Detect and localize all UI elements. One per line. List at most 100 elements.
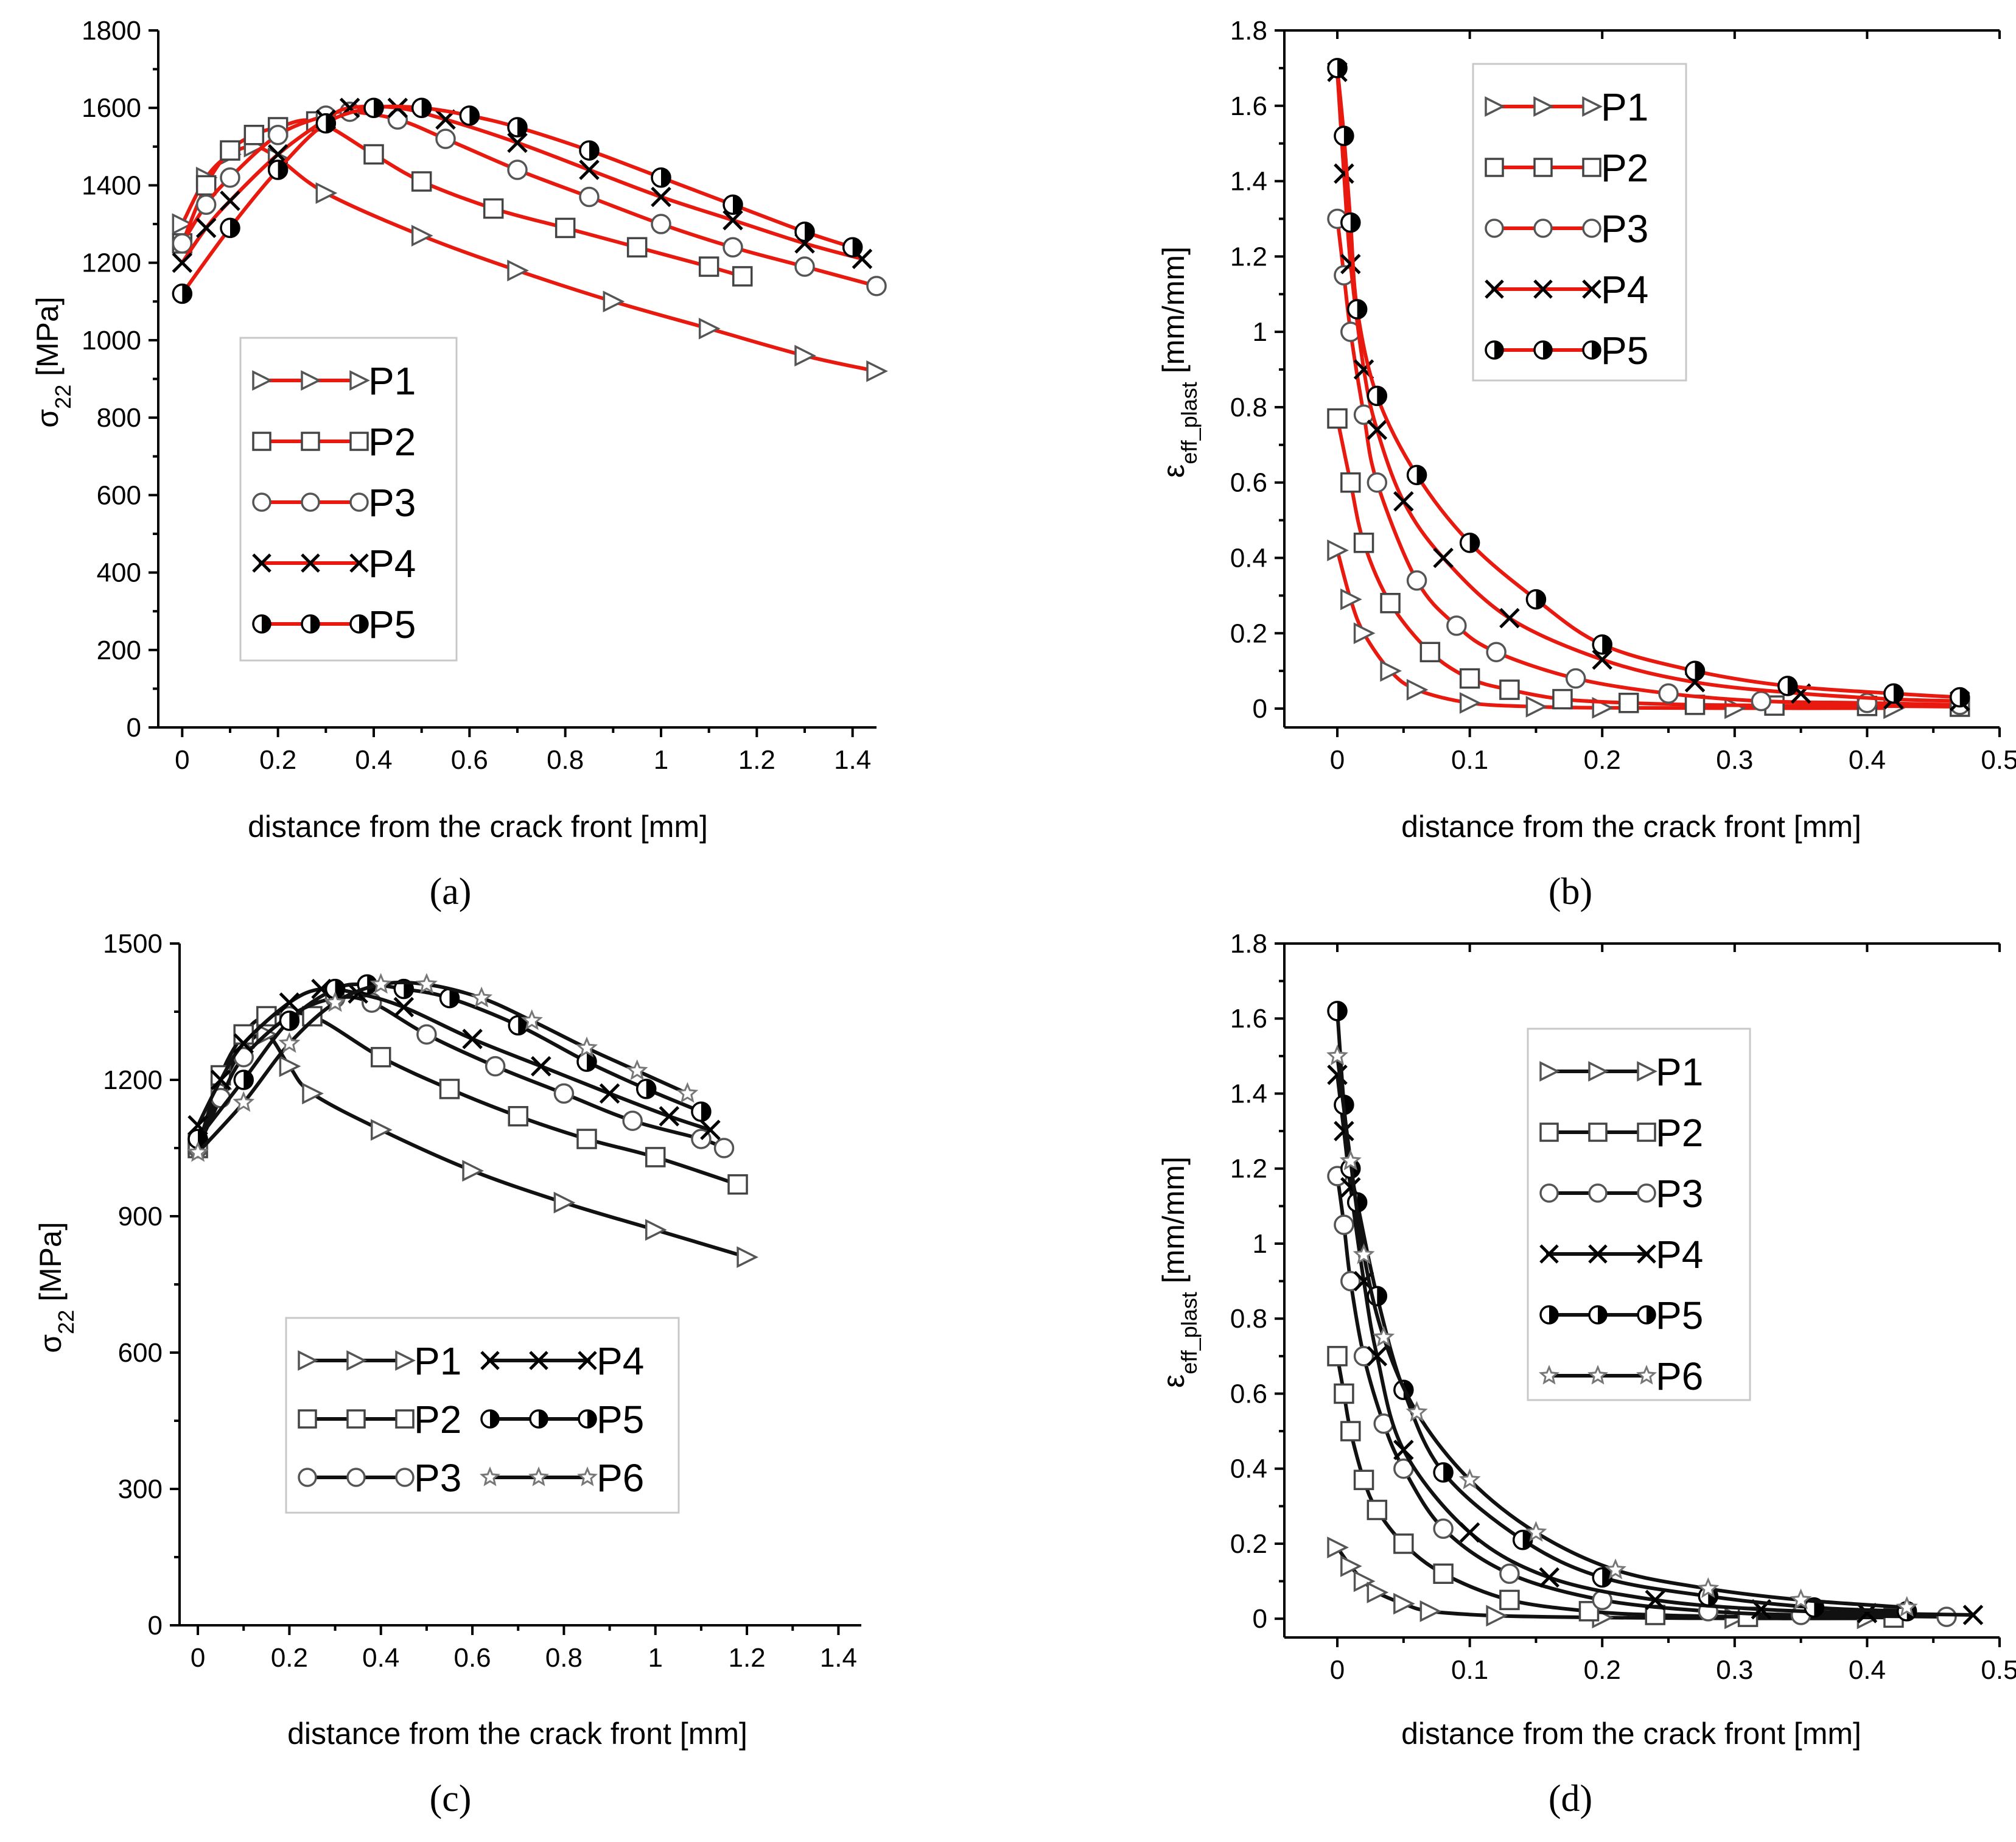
panel-c-series <box>187 973 758 1269</box>
panel-d-point-p2 <box>1393 1533 1414 1554</box>
panel-b-point-p5 <box>1340 212 1361 233</box>
panel-b-legend-label: P3 <box>1601 207 1648 251</box>
panel-c-legend-label: P1 <box>414 1339 461 1383</box>
panel-d-y-tick-label: 0.2 <box>1230 1529 1267 1559</box>
panel-c-point-p5 <box>233 1070 254 1090</box>
panel-b-legend-marker <box>1485 96 1505 117</box>
panel-a-legend-entry-p1: P1 <box>252 359 416 403</box>
panel-d-point-p6 <box>1353 1243 1375 1264</box>
panel-c-point-p1 <box>462 1160 484 1182</box>
panel-a-point-p2 <box>732 266 753 287</box>
panel-a-point-p3 <box>220 167 240 188</box>
panel-a-point-p1 <box>794 345 816 367</box>
panel-d-legend: P1 P2 P3 P4 P5 P6 <box>1527 1028 1751 1401</box>
panel-c-point-p4 <box>393 996 415 1018</box>
panel-a-y-tick-label: 1600 <box>82 93 141 123</box>
panel-d-x-tick-label: 0.1 <box>1451 1655 1488 1685</box>
panel-d-point-p1 <box>1340 1555 1362 1577</box>
panel-b-point-p3 <box>1658 683 1679 704</box>
panel-c-legend-entry-p5: P5 <box>480 1398 644 1441</box>
panel-d-point-p2 <box>1353 1469 1374 1490</box>
panel-c-point-p6 <box>369 973 392 994</box>
panel-b-legend-marker <box>1533 279 1553 299</box>
panel-c-y-tick-label: 900 <box>118 1202 163 1231</box>
panel-c-legend-marker <box>395 1468 415 1487</box>
panel-c-point-p1 <box>553 1191 576 1214</box>
panel-c-point-p6 <box>626 1059 648 1080</box>
panel-a-x-tick-label: 1 <box>654 745 668 775</box>
panel-a-point-p3 <box>387 109 408 130</box>
panel-d-point-p3 <box>1499 1563 1520 1584</box>
panel-a-point-p1 <box>507 259 529 282</box>
panel-a-legend-entry-p4: P4 <box>252 542 416 586</box>
panel-c-point-p3 <box>416 1024 437 1045</box>
panel-a-point-p1 <box>698 317 721 340</box>
panel-a-legend-marker <box>349 614 369 634</box>
panel-d-axes <box>1283 942 2000 1639</box>
panel-d-y-tick-label: 0.4 <box>1230 1454 1267 1484</box>
panel-d-legend-marker <box>1588 1122 1608 1142</box>
panel-a-legend-marker <box>252 370 273 391</box>
panel-c-legend-marker <box>346 1468 366 1487</box>
panel-d-y-tick-label: 0.6 <box>1230 1379 1267 1409</box>
panel-d-point-p2 <box>1340 1421 1361 1441</box>
panel-c-legend-entry-p6: P6 <box>479 1456 644 1500</box>
panel-d-point-p3 <box>1353 1346 1374 1367</box>
panel-a-legend-marker <box>252 432 271 451</box>
panel-d-legend-marker <box>1539 1305 1559 1325</box>
panel-c-axes <box>178 944 861 1627</box>
panel-b-point-p1 <box>1525 696 1548 718</box>
panel-d-y-axis-title: εeff_plast [mm/mm] <box>1157 1157 1202 1388</box>
panel-d-legend-marker <box>1538 1365 1560 1385</box>
panel-d-legend-marker <box>1588 1244 1608 1264</box>
panel-a-series <box>172 97 888 382</box>
panel-d-legend-marker <box>1637 1061 1657 1082</box>
panel-d-point-p4 <box>1393 1440 1414 1460</box>
panel-c-point-p4 <box>599 1083 620 1104</box>
panel-a-y-tick-label: 1000 <box>82 326 141 355</box>
panel-b-legend-marker <box>1533 158 1553 177</box>
panel-b-point-p2 <box>1353 532 1374 553</box>
panel-d-point-p3 <box>1334 1214 1354 1235</box>
panel-c-legend-entry-p2: P2 <box>298 1398 461 1441</box>
panel-c-point-p5 <box>439 987 460 1009</box>
panel-d-legend-marker <box>1637 1122 1656 1142</box>
panel-d-point-p4 <box>1645 1589 1666 1611</box>
panel-b-x-tick-label: 0.4 <box>1849 745 1886 775</box>
panel-b-legend-entry-p4: P4 <box>1485 268 1648 312</box>
panel-b-point-p2 <box>1499 679 1520 700</box>
panel-d-x-tick-label: 0.3 <box>1716 1655 1753 1685</box>
panel-b-point-p5 <box>1327 58 1348 79</box>
panel-a-x-tick-label: 0.8 <box>547 745 584 775</box>
panel-b-y-tick-label: 0.2 <box>1230 618 1267 648</box>
panel-d-point-p6 <box>1697 1577 1720 1599</box>
panel-a-legend-marker <box>252 553 271 573</box>
panel-c-label: (c) <box>430 1778 472 1819</box>
panel-d-point-p6 <box>1326 1044 1348 1066</box>
panel-a-legend-entry-p2: P2 <box>252 420 416 464</box>
panel-d-point-p6 <box>1525 1521 1547 1542</box>
panel-c-legend-marker <box>298 1468 317 1487</box>
panel-c-point-p3 <box>485 1056 506 1077</box>
panel-c-point-p6 <box>233 1091 255 1112</box>
panel-c-legend-entry-p1: P1 <box>298 1339 461 1383</box>
panel-a-x-tick-label: 0.2 <box>259 745 296 775</box>
panel-a-legend-entry-p3: P3 <box>252 481 416 525</box>
panel-c-x-tick-label: 0.8 <box>545 1643 583 1673</box>
panel-c-point-p3 <box>622 1110 643 1131</box>
panel-c-legend-marker <box>346 1409 366 1429</box>
panel-a-point-p2 <box>220 140 240 161</box>
panel-b-point-p4 <box>1393 491 1414 512</box>
panel-b-legend-marker <box>1485 340 1504 360</box>
panel-a-point-p4 <box>723 209 743 231</box>
panel-b-point-p2 <box>1552 688 1573 710</box>
panel-b-ticks: 0 0.1 0.2 0.3 0.4 0.5 0 0.2 0.4 0.6 0.8 1 1.2 1.4 1.6 1… <box>1230 16 2016 775</box>
panel-b-point-p1 <box>1406 679 1429 701</box>
panel-c-legend-marker <box>480 1409 500 1429</box>
panel-b-legend-marker <box>1533 96 1554 117</box>
panel-b-legend-label: P2 <box>1601 146 1648 190</box>
panel-b-point-p5 <box>1406 464 1427 486</box>
panel-a-legend-label: P2 <box>368 420 416 464</box>
panel-b-x-tick-label: 0 <box>1330 745 1345 775</box>
